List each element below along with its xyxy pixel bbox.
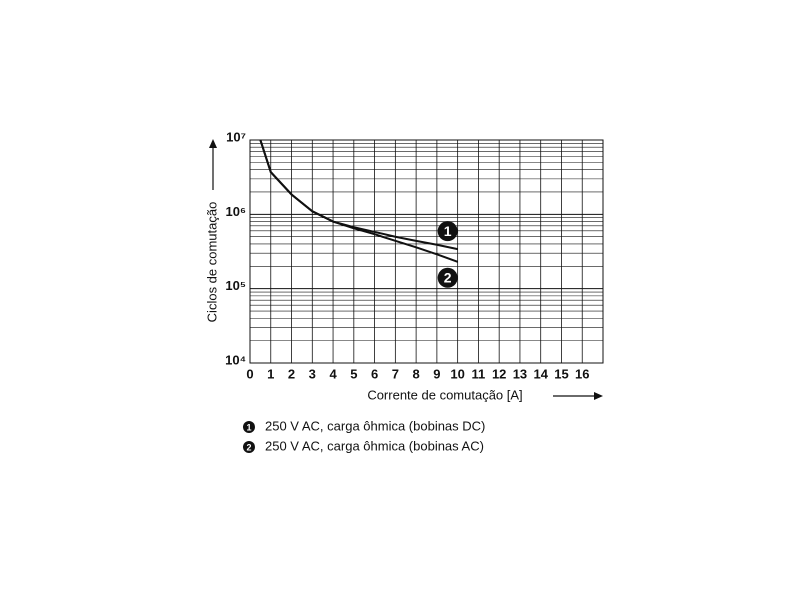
x-tick-label: 0 [246, 366, 253, 381]
y-tick-label: 10⁴ [225, 352, 246, 367]
series-marker [437, 267, 458, 288]
x-axis-arrowhead [594, 392, 603, 400]
legend-marker-label: 1 [246, 422, 251, 432]
x-tick-label: 1 [267, 366, 274, 381]
series-marker [437, 221, 458, 242]
series-marker-label: 1 [444, 223, 452, 239]
legend-label: 250 V AC, carga ôhmica (bobinas DC) [265, 418, 485, 433]
x-axis-label: Corrente de comutação [A] [367, 387, 522, 402]
x-tick-label: 13 [513, 366, 527, 381]
y-axis-label: Ciclos de comutação [204, 202, 219, 323]
series-marker-label: 2 [444, 269, 452, 285]
x-tick-label: 15 [554, 366, 568, 381]
y-tick-label: 10⁵ [225, 278, 246, 293]
x-tick-label: 7 [392, 366, 399, 381]
x-tick-label: 2 [288, 366, 295, 381]
x-tick-label: 9 [433, 366, 440, 381]
x-tick-label: 12 [492, 366, 506, 381]
x-tick-label: 3 [309, 366, 316, 381]
legend-marker-label: 2 [246, 442, 251, 452]
y-tick-label: 10⁶ [226, 204, 246, 219]
x-tick-label: 16 [575, 366, 589, 381]
series-line [259, 139, 458, 263]
legend-label: 250 V AC, carga ôhmica (bobinas AC) [265, 438, 484, 453]
x-tick-label: 8 [413, 366, 420, 381]
y-axis-arrowhead [209, 139, 217, 148]
x-tick-label: 4 [329, 366, 337, 381]
x-tick-label: 14 [533, 366, 548, 381]
legend-marker [243, 421, 255, 433]
y-tick-label: 10⁷ [226, 129, 246, 144]
x-tick-label: 11 [472, 366, 486, 381]
legend-marker [243, 441, 255, 453]
x-tick-label: 10 [450, 366, 464, 381]
x-tick-label: 5 [350, 366, 357, 381]
x-tick-label: 6 [371, 366, 378, 381]
